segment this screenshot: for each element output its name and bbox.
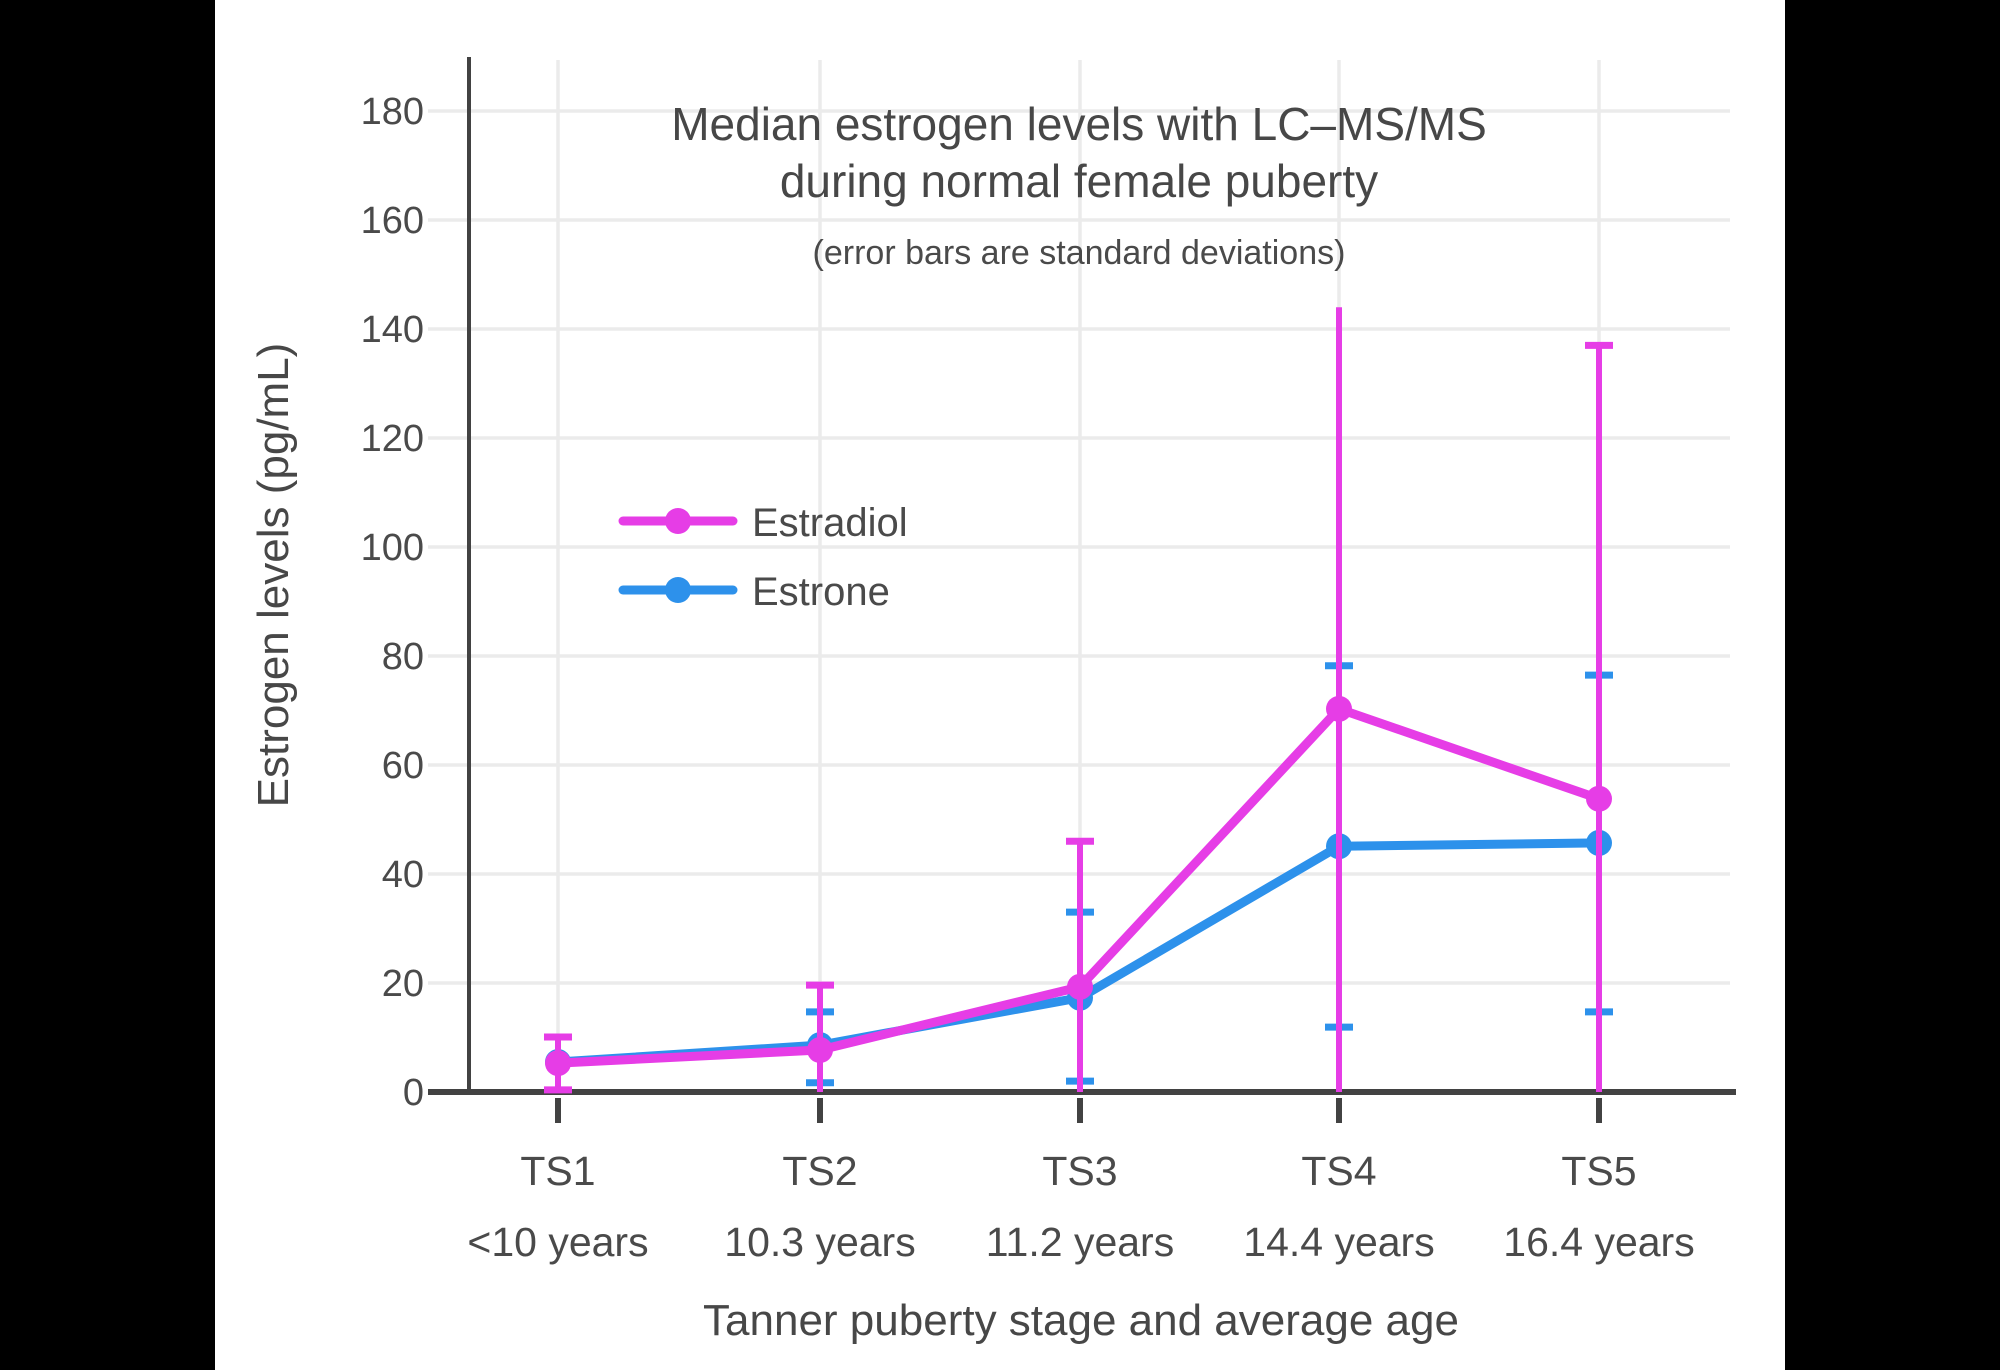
legend-label-estradiol: Estradiol (752, 501, 908, 545)
y-axis-title: Estrogen levels (pg/mL) (249, 343, 298, 808)
x-tick-label: TS5 (1561, 1148, 1636, 1194)
x-tick-label: TS3 (1042, 1148, 1117, 1194)
grid-layer: 0 20 40 60 80 100 120 140 160 180 (361, 60, 1730, 1114)
y-tick-label: 160 (361, 200, 424, 242)
chart-title-line1: Median estrogen levels with LC–MS/MS (671, 98, 1487, 150)
chart-title-line2: during normal female puberty (780, 155, 1378, 207)
x-tick-sublabel: <10 years (467, 1219, 648, 1265)
marker-estradiol (1586, 785, 1612, 812)
y-tick-label: 100 (361, 527, 424, 569)
y-tick-label: 180 (361, 91, 424, 133)
marker-estradiol (1067, 973, 1093, 1000)
marker-estradiol (807, 1037, 833, 1064)
y-tick-label: 40 (382, 854, 424, 896)
marker-estradiol (1326, 695, 1352, 722)
axis-layer: TS1 <10 years TS2 10.3 years TS3 11.2 years TS… (428, 57, 1736, 1265)
y-tick-label: 20 (382, 963, 424, 1005)
x-tick-label: TS4 (1301, 1148, 1376, 1194)
y-tick-label: 140 (361, 309, 424, 351)
chart-canvas (215, 0, 1785, 1370)
chart-subtitle: (error bars are standard deviations) (813, 234, 1346, 272)
marker-estradiol (545, 1050, 571, 1077)
x-axis-title: Tanner puberty stage and average age (703, 1296, 1459, 1345)
x-tick-label: TS2 (782, 1148, 857, 1194)
x-tick-label: TS1 (520, 1148, 595, 1194)
legend-label-estrone: Estrone (752, 570, 890, 614)
y-tick-label: 80 (382, 636, 424, 678)
series-layer (544, 307, 1613, 1094)
x-tick-sublabel: 11.2 years (986, 1219, 1174, 1265)
x-tick-sublabel: 14.4 years (1243, 1219, 1434, 1265)
legend-marker-estrone (665, 577, 691, 603)
x-tick-sublabel: 16.4 years (1503, 1219, 1694, 1265)
y-tick-label: 120 (361, 418, 424, 460)
legend: Estradiol Estrone (618, 501, 908, 614)
x-tick-sublabel: 10.3 years (724, 1219, 915, 1265)
legend-marker-estradiol (665, 508, 691, 534)
y-tick-label: 60 (382, 745, 424, 787)
y-tick-label: 0 (403, 1072, 424, 1114)
series-estradiol (544, 307, 1613, 1094)
